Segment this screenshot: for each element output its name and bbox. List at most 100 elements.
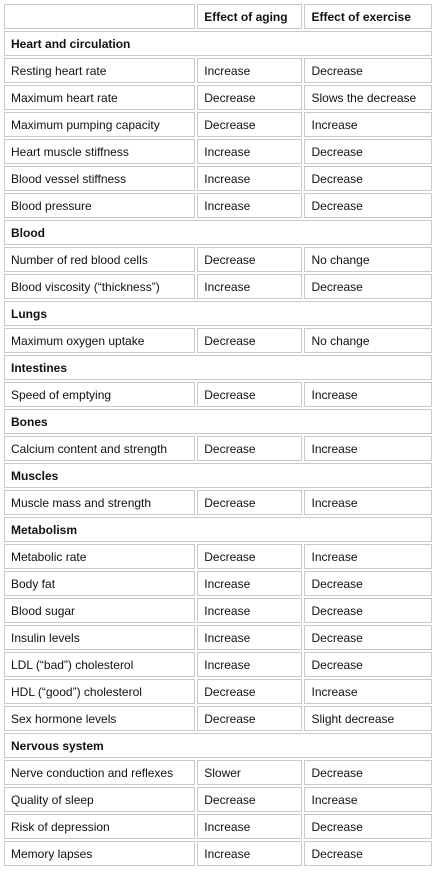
aging-effect-cell: Slower (197, 760, 303, 785)
table-row: Heart muscle stiffness Increase Decrease (4, 139, 432, 164)
aging-effect-cell: Decrease (197, 679, 303, 704)
section-row: Bones (4, 409, 432, 434)
table-row: Risk of depression Increase Decrease (4, 814, 432, 839)
exercise-effect-cell: Decrease (304, 841, 432, 866)
aging-effect-cell: Increase (197, 571, 303, 596)
section-title: Heart and circulation (4, 31, 432, 56)
factor-cell: Blood pressure (4, 193, 196, 218)
table-row: Blood sugar Increase Decrease (4, 598, 432, 623)
section-row: Heart and circulation (4, 31, 432, 56)
section-row: Intestines (4, 355, 432, 380)
aging-effect-cell: Increase (197, 58, 303, 83)
table-row: Quality of sleep Decrease Increase (4, 787, 432, 812)
header-empty-cell (4, 4, 196, 29)
table-row: Sex hormone levels Decrease Slight decreas… (4, 706, 432, 731)
section-title: Intestines (4, 355, 432, 380)
exercise-effect-cell: Decrease (304, 760, 432, 785)
aging-effect-cell: Increase (197, 652, 303, 677)
aging-effect-cell: Increase (197, 166, 303, 191)
exercise-effect-cell: Increase (304, 490, 432, 515)
factor-cell: Memory lapses (4, 841, 196, 866)
exercise-effect-cell: No change (304, 328, 432, 353)
table-row: Speed of emptying Decrease Increase (4, 382, 432, 407)
table-row: Maximum heart rate Decrease Slows the decr… (4, 85, 432, 110)
section-row: Lungs (4, 301, 432, 326)
table-row: Body fat Increase Decrease (4, 571, 432, 596)
aging-effect-cell: Increase (197, 625, 303, 650)
table-row: HDL (“good”) cholesterol Decrease Increase (4, 679, 432, 704)
aging-effect-cell: Decrease (197, 328, 303, 353)
section-row: Metabolism (4, 517, 432, 542)
table-row: Muscle mass and strength Decrease Increase (4, 490, 432, 515)
exercise-effect-cell: Decrease (304, 814, 432, 839)
factor-cell: Blood vessel stiffness (4, 166, 196, 191)
exercise-effect-cell: Increase (304, 436, 432, 461)
exercise-effect-cell: Decrease (304, 652, 432, 677)
factor-cell: Calcium content and strength (4, 436, 196, 461)
table-row: Nerve conduction and reflexes Slower Decre… (4, 760, 432, 785)
aging-effect-cell: Decrease (197, 787, 303, 812)
table-row: Metabolic rate Decrease Increase (4, 544, 432, 569)
factor-cell: Speed of emptying (4, 382, 196, 407)
exercise-effect-cell: Increase (304, 382, 432, 407)
section-row: Blood (4, 220, 432, 245)
section-row: Nervous system (4, 733, 432, 758)
section-row: Muscles (4, 463, 432, 488)
exercise-effect-cell: Slows the decrease (304, 85, 432, 110)
section-title: Muscles (4, 463, 432, 488)
factor-cell: Risk of depression (4, 814, 196, 839)
exercise-effect-cell: Decrease (304, 193, 432, 218)
exercise-effect-cell: Increase (304, 544, 432, 569)
table-row: Blood viscosity (“thickness”) Increase Dec… (4, 274, 432, 299)
factor-cell: Sex hormone levels (4, 706, 196, 731)
section-title: Blood (4, 220, 432, 245)
table-row: Maximum oxygen uptake Decrease No change (4, 328, 432, 353)
factor-cell: Muscle mass and strength (4, 490, 196, 515)
factor-cell: Metabolic rate (4, 544, 196, 569)
aging-effect-cell: Increase (197, 139, 303, 164)
exercise-effect-cell: Increase (304, 679, 432, 704)
section-title: Metabolism (4, 517, 432, 542)
factor-cell: Blood viscosity (“thickness”) (4, 274, 196, 299)
factor-cell: Body fat (4, 571, 196, 596)
exercise-effect-cell: Decrease (304, 58, 432, 83)
section-title: Bones (4, 409, 432, 434)
header-effect-of-aging: Effect of aging (197, 4, 303, 29)
exercise-effect-cell: Decrease (304, 571, 432, 596)
aging-effect-cell: Increase (197, 841, 303, 866)
exercise-effect-cell: No change (304, 247, 432, 272)
factor-cell: Quality of sleep (4, 787, 196, 812)
factor-cell: Heart muscle stiffness (4, 139, 196, 164)
table-row: Maximum pumping capacity Decrease Increase (4, 112, 432, 137)
table-row: Resting heart rate Increase Decrease (4, 58, 432, 83)
factor-cell: Resting heart rate (4, 58, 196, 83)
aging-effect-cell: Decrease (197, 436, 303, 461)
table-row: Memory lapses Increase Decrease (4, 841, 432, 866)
factor-cell: Number of red blood cells (4, 247, 196, 272)
table-row: LDL (“bad”) cholesterol Increase Decrease (4, 652, 432, 677)
exercise-effect-cell: Decrease (304, 139, 432, 164)
factor-cell: Nerve conduction and reflexes (4, 760, 196, 785)
aging-effect-cell: Decrease (197, 112, 303, 137)
table-row: Insulin levels Increase Decrease (4, 625, 432, 650)
aging-effect-cell: Decrease (197, 706, 303, 731)
aging-effect-cell: Increase (197, 814, 303, 839)
exercise-effect-cell: Decrease (304, 598, 432, 623)
factor-cell: Blood sugar (4, 598, 196, 623)
exercise-effect-cell: Increase (304, 112, 432, 137)
exercise-effect-cell: Decrease (304, 166, 432, 191)
factor-cell: Maximum heart rate (4, 85, 196, 110)
table-body: Heart and circulation Resting heart rate I… (4, 31, 432, 866)
factor-cell: LDL (“bad”) cholesterol (4, 652, 196, 677)
section-title: Lungs (4, 301, 432, 326)
aging-effect-cell: Decrease (197, 85, 303, 110)
exercise-effect-cell: Slight decrease (304, 706, 432, 731)
aging-effect-cell: Decrease (197, 382, 303, 407)
factor-cell: Maximum oxygen uptake (4, 328, 196, 353)
exercise-effect-cell: Increase (304, 787, 432, 812)
aging-effect-cell: Increase (197, 274, 303, 299)
table-row: Blood vessel stiffness Increase Decrease (4, 166, 432, 191)
aging-effect-cell: Decrease (197, 247, 303, 272)
exercise-effect-cell: Decrease (304, 274, 432, 299)
